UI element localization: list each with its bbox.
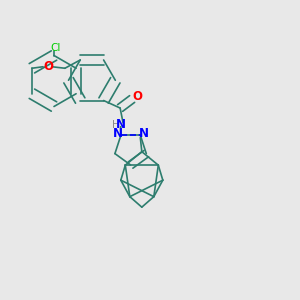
Text: N: N (116, 118, 126, 131)
Text: N: N (113, 127, 123, 140)
Text: H: H (112, 119, 119, 130)
Text: N: N (139, 127, 149, 140)
Text: O: O (133, 90, 142, 103)
Text: Cl: Cl (50, 43, 61, 53)
Text: O: O (44, 60, 53, 73)
